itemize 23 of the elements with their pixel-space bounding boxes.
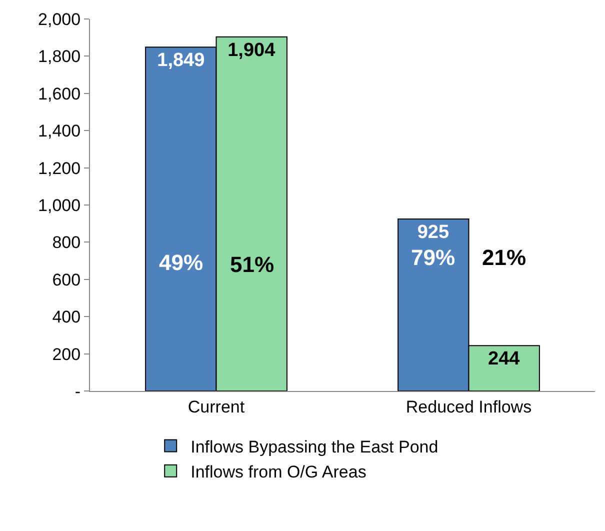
y-tick-label: 2,000 [38, 10, 81, 29]
y-tick-label: - [74, 382, 81, 401]
x-tick-label: Current [188, 397, 245, 416]
data-label: 1,904 [228, 40, 276, 61]
legend-label: Inflows from O/G Areas [190, 462, 366, 482]
legend-label: Inflows Bypassing the East Pond [190, 437, 438, 456]
x-tick-label: Reduced Inflows [406, 397, 532, 416]
y-tick-label: 400 [52, 308, 81, 327]
annotation: 49% [159, 250, 204, 275]
y-tick-label: 1,400 [38, 122, 81, 141]
y-tick-label: 1,600 [38, 84, 81, 104]
data-label: 1,849 [157, 50, 205, 72]
data-label: 244 [488, 348, 520, 370]
annotation: 51% [230, 252, 274, 277]
annotation: 21% [482, 245, 526, 270]
data-label: 925 [417, 222, 450, 243]
y-tick-label: 800 [52, 233, 81, 252]
annotation: 79% [411, 245, 456, 270]
y-tick-label: 600 [52, 270, 81, 290]
y-tick-label: 1,200 [38, 158, 81, 178]
y-tick-label: 200 [52, 344, 81, 364]
y-tick-label: 1,800 [38, 47, 81, 66]
y-tick-label: 1,000 [38, 196, 81, 215]
